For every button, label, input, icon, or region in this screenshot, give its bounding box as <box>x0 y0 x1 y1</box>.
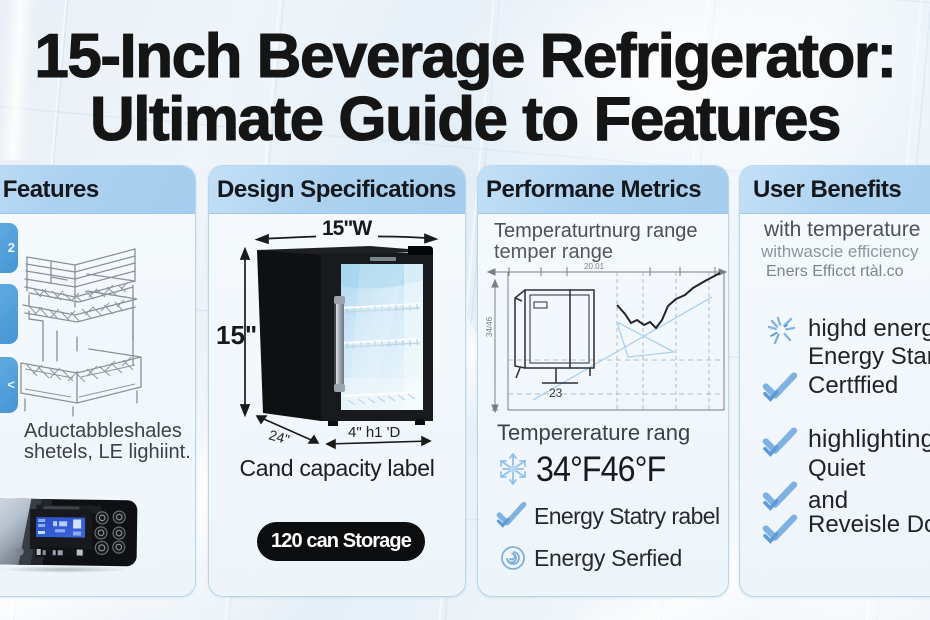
svg-text:4" h1 'D: 4" h1 'D <box>348 424 401 441</box>
svg-text:34/46: 34/46 <box>485 316 494 337</box>
svg-text:23: 23 <box>549 386 563 400</box>
svg-text:24": 24" <box>267 427 291 448</box>
svg-text:20.01: 20.01 <box>584 262 605 271</box>
